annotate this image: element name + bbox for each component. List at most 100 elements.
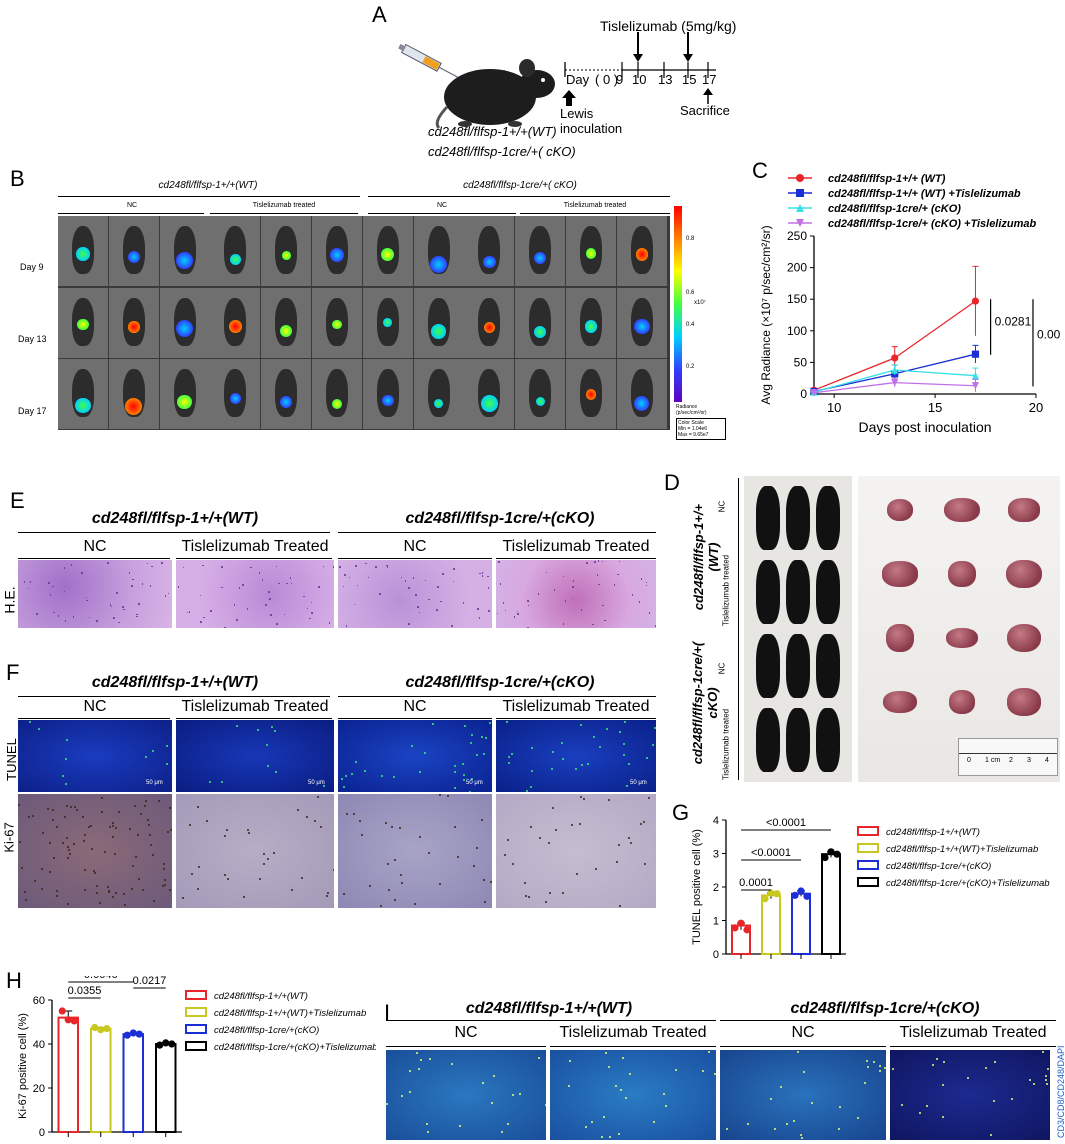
stained-cell-dot	[481, 575, 484, 577]
stained-cell-dot	[66, 903, 69, 906]
stained-cell-dot	[112, 822, 115, 825]
e-sub-nc-wt: NC	[83, 538, 107, 555]
panel-d-label: D	[664, 470, 680, 495]
stained-cell-dot	[585, 1125, 588, 1128]
stained-cell-dot	[53, 611, 55, 614]
stained-cell-dot	[345, 774, 348, 777]
stained-cell-dot	[597, 560, 600, 562]
stained-cell-dot	[424, 751, 427, 754]
f-sub-nc-wt: NC	[83, 698, 107, 715]
data-point	[58, 1007, 66, 1015]
stained-cell-dot	[499, 583, 502, 585]
stained-cell-dot	[555, 829, 558, 832]
data-point	[891, 354, 899, 362]
stained-cell-dot	[549, 891, 552, 894]
stained-cell-dot	[590, 1121, 593, 1124]
stained-cell-dot	[177, 586, 180, 588]
stained-cell-dot	[626, 785, 629, 788]
stained-cell-dot	[538, 836, 541, 839]
stained-cell-dot	[645, 584, 648, 587]
stained-cell-dot	[18, 841, 21, 844]
stained-cell-dot	[165, 744, 168, 747]
y-tick-label: 100	[787, 324, 807, 338]
stained-cell-dot	[576, 873, 579, 876]
data-point	[827, 848, 835, 856]
stained-cell-dot	[476, 847, 478, 850]
d-sub-treated-wt: Tislelizumab treated	[721, 554, 731, 627]
stained-cell-dot	[622, 753, 625, 756]
bioluminescence-spot	[434, 398, 444, 408]
mouse-body	[756, 486, 780, 550]
ivis-mouse-cell	[515, 359, 566, 429]
stained-cell-dot	[481, 1082, 484, 1085]
stained-cell-dot	[463, 724, 466, 727]
stained-cell-dot	[152, 750, 155, 753]
stained-cell-dot	[418, 611, 421, 614]
bioluminescence-spot	[481, 394, 498, 412]
stained-cell-dot	[320, 825, 323, 828]
stained-cell-dot	[93, 872, 96, 875]
stained-cell-dot	[412, 577, 415, 579]
sig-p-value: <0.0001	[766, 817, 806, 829]
data-point	[971, 297, 980, 305]
stained-cell-dot	[571, 597, 574, 600]
mouse-silhouette	[529, 226, 552, 274]
stained-cell-dot	[630, 842, 633, 845]
b-row-day9: Day 9	[20, 262, 44, 272]
stained-cell-dot	[266, 858, 269, 861]
tumor-specimen	[886, 498, 914, 522]
bioluminescence-spot	[229, 392, 241, 404]
stained-cell-dot	[352, 812, 355, 815]
stained-cell-dot	[318, 586, 320, 588]
bioluminescence-spot	[584, 320, 598, 333]
stained-cell-dot	[394, 858, 397, 861]
stained-cell-dot	[83, 834, 86, 837]
mouse-body	[816, 486, 840, 550]
stained-cell-dot	[134, 805, 137, 808]
colorbar-unit: x10⁷	[694, 300, 706, 306]
b-group-cko: cd248fl/flfsp-1cre/+( cKO)	[463, 180, 577, 191]
stained-cell-dot	[504, 853, 507, 856]
stained-cell-dot	[100, 810, 103, 813]
inoculation-arrow-icon	[562, 90, 576, 106]
stained-cell-dot	[502, 602, 505, 604]
data-point	[162, 1039, 170, 1047]
sig-p-value: <0.0001	[751, 847, 791, 859]
inoculation-line2: inoculation	[560, 121, 623, 136]
x-tick-label: 20	[1029, 400, 1043, 415]
data-point	[891, 379, 899, 387]
stained-cell-dot	[487, 575, 489, 578]
stained-cell-dot	[469, 791, 472, 792]
e-sub-treated-wt: Tislelizumab Treated	[181, 538, 329, 555]
i-sub-treated-cko: Tislelizumab Treated	[899, 1024, 1047, 1041]
stained-cell-dot	[83, 868, 86, 871]
stained-cell-dot	[625, 1097, 628, 1100]
stained-cell-dot	[90, 824, 93, 827]
bioluminescence-spot	[75, 397, 91, 414]
ivis-mouse-cell	[58, 216, 108, 286]
stained-cell-dot	[246, 608, 249, 610]
ivis-mouse-cell	[566, 287, 616, 358]
stained-cell-dot	[453, 770, 456, 773]
stained-cell-dot	[664, 1104, 667, 1107]
stained-cell-dot	[148, 833, 151, 836]
stained-cell-dot	[416, 1052, 418, 1055]
stained-cell-dot	[236, 725, 239, 728]
bioluminescence-spot	[329, 247, 345, 263]
stained-cell-dot	[23, 891, 26, 894]
y-tick-label: 40	[33, 1039, 45, 1051]
stained-cell-dot	[623, 742, 626, 745]
stained-cell-dot	[70, 564, 73, 566]
stained-cell-dot	[343, 786, 346, 789]
stained-cell-dot	[454, 787, 457, 790]
tunel-image-wt-treated	[176, 720, 334, 792]
data-point	[731, 924, 739, 932]
y-tick-label: 20	[33, 1083, 45, 1095]
stained-cell-dot	[128, 572, 131, 574]
stained-cell-dot	[507, 755, 510, 758]
stained-cell-dot	[857, 1116, 860, 1119]
stained-cell-dot	[453, 826, 456, 829]
ivis-mouse-cell	[108, 216, 159, 286]
bioluminescence-spot	[77, 319, 89, 331]
d-sub-nc-cko: NC	[717, 662, 727, 675]
